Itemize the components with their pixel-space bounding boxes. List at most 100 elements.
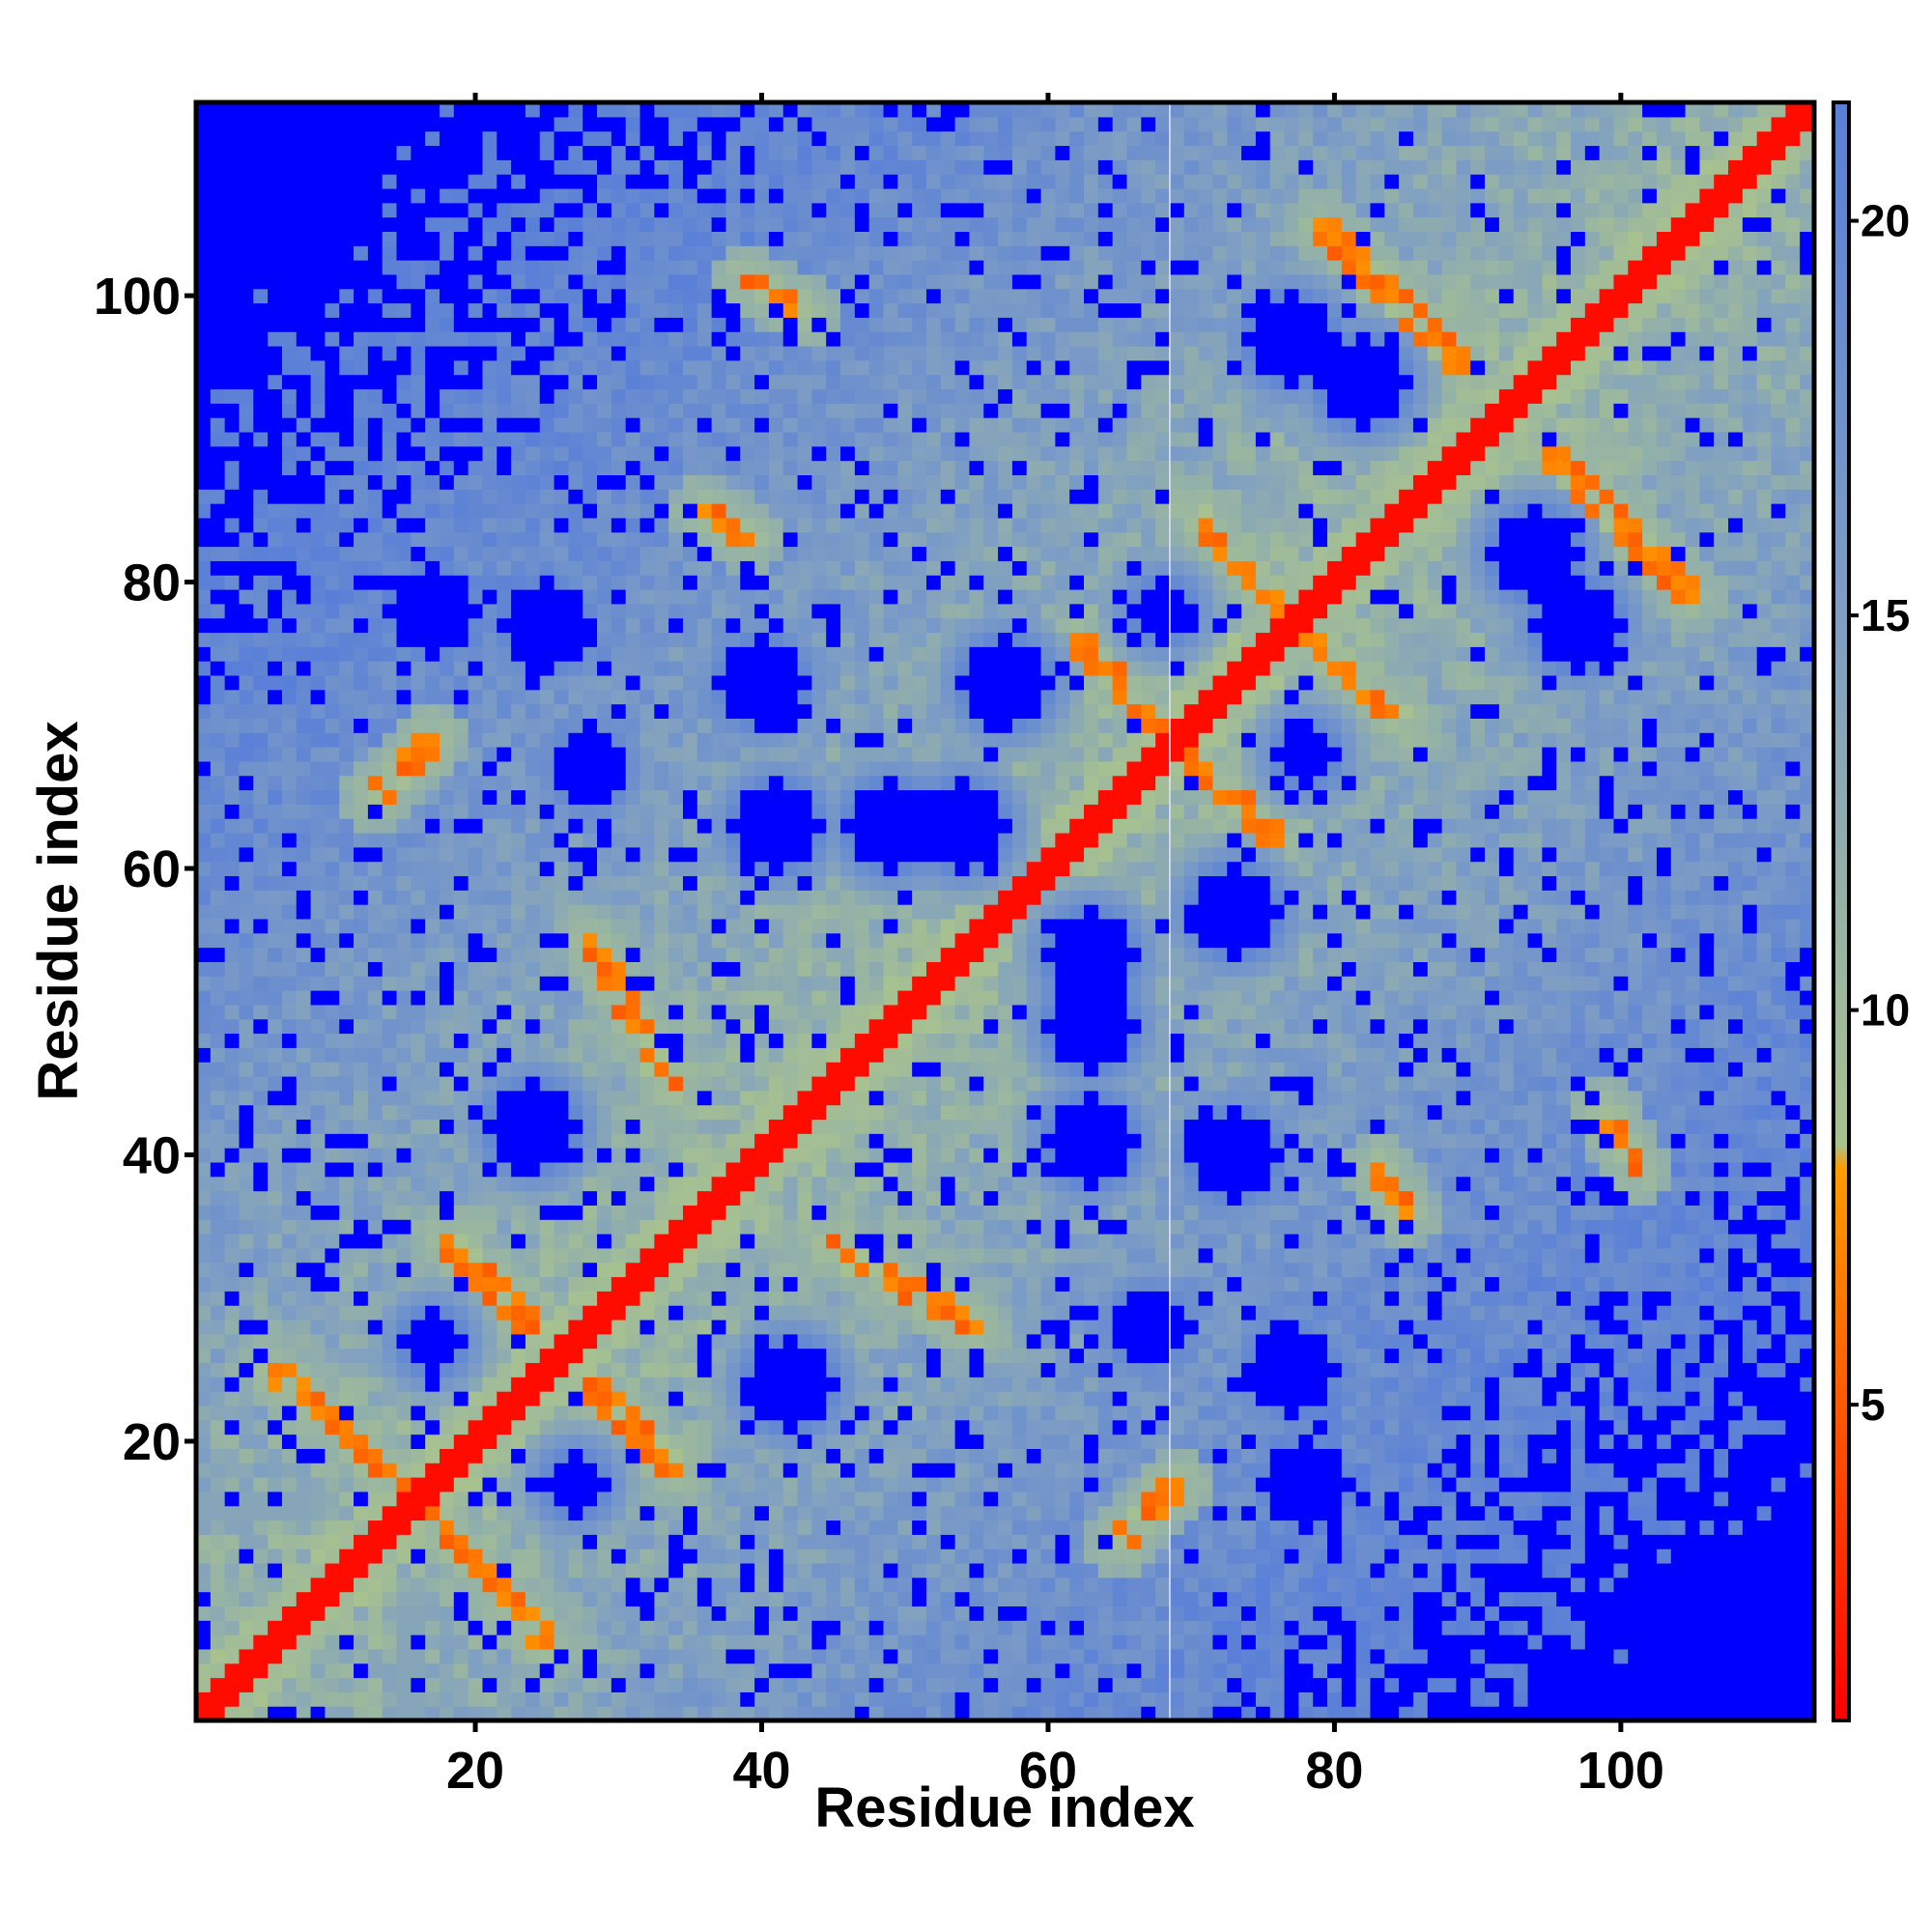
heat-cell — [367, 1405, 384, 1421]
heat-cell — [654, 1706, 669, 1721]
heat-cell — [196, 216, 212, 232]
heat-cell — [296, 130, 312, 147]
heat-cell — [310, 961, 326, 977]
heat-cell — [682, 1634, 698, 1650]
heat-cell — [296, 875, 312, 891]
heat-cell — [582, 718, 598, 733]
heat-cell — [811, 1018, 827, 1035]
heat-cell — [811, 130, 827, 147]
heat-cell — [611, 1491, 627, 1507]
heat-cell — [811, 804, 827, 819]
heat-cell — [497, 1691, 512, 1707]
heat-cell — [782, 460, 799, 475]
heat-cell — [210, 216, 226, 232]
heat-cell — [281, 1534, 298, 1549]
heat-cell — [539, 145, 555, 160]
heat-cell — [811, 861, 827, 877]
heat-cell — [711, 1706, 727, 1721]
heat-cell — [382, 1634, 398, 1650]
heat-cell — [696, 1706, 713, 1721]
heat-cell — [310, 445, 326, 462]
heat-cell — [367, 703, 384, 719]
heat-cell — [682, 1234, 698, 1249]
heat-cell — [582, 388, 598, 404]
heat-cell — [239, 1348, 254, 1364]
heat-cell — [354, 1448, 369, 1463]
heat-cell — [525, 1477, 541, 1492]
heat-cell — [782, 145, 799, 160]
heat-cell — [782, 531, 799, 548]
heat-cell — [425, 1377, 440, 1392]
heat-cell — [696, 1463, 713, 1478]
heat-cell — [625, 1706, 641, 1721]
heat-cell — [268, 646, 283, 662]
heat-cell — [782, 804, 799, 819]
heat-cell — [511, 302, 526, 318]
heat-cell — [210, 1548, 226, 1564]
heat-cell — [239, 1062, 254, 1077]
heat-cell — [740, 130, 755, 147]
heat-cell — [354, 102, 369, 118]
heat-cell — [754, 445, 770, 462]
heat-cell — [468, 1677, 484, 1692]
heat-cell — [754, 260, 770, 275]
heat-cell — [411, 1391, 426, 1406]
heat-cell — [482, 460, 497, 475]
heat-cell — [696, 832, 713, 848]
heat-cell — [224, 1305, 241, 1321]
heat-cell — [682, 503, 698, 519]
heat-cell — [210, 1662, 226, 1679]
heat-cell — [425, 1434, 440, 1449]
heat-cell — [797, 1648, 812, 1664]
heat-cell — [281, 517, 298, 533]
heat-cell — [511, 187, 526, 204]
heat-cell — [525, 875, 541, 891]
heat-cell — [754, 1276, 770, 1292]
heat-cell — [239, 145, 254, 160]
heat-cell — [497, 875, 512, 891]
heat-cell — [468, 603, 484, 619]
heat-cell — [597, 489, 612, 504]
heat-cell — [525, 231, 541, 246]
heat-cell — [210, 1505, 226, 1521]
heat-cell — [497, 1104, 512, 1121]
heat-cell — [625, 374, 641, 390]
heat-cell — [511, 474, 526, 490]
heat-cell — [382, 1291, 398, 1306]
heat-cell — [568, 1090, 583, 1106]
heat-cell — [668, 976, 684, 991]
heat-cell — [582, 1577, 598, 1593]
heat-cell — [754, 747, 770, 762]
heat-cell — [253, 1148, 269, 1163]
heat-cell — [654, 1291, 669, 1306]
heat-cell — [668, 1004, 684, 1020]
heat-cell — [682, 775, 698, 791]
heat-cell — [325, 546, 340, 561]
heat-cell — [411, 374, 426, 390]
heat-cell — [196, 961, 212, 977]
heat-cell — [725, 417, 741, 433]
heat-cell — [539, 890, 555, 905]
heat-cell — [682, 1448, 698, 1463]
heat-cell — [511, 1706, 526, 1721]
heat-cell — [511, 689, 526, 705]
heat-cell — [281, 431, 298, 447]
heat-cell — [725, 1634, 741, 1650]
heat-cell — [511, 1662, 526, 1679]
heat-cell — [711, 1148, 727, 1163]
heat-cell — [268, 1133, 283, 1149]
heat-cell — [224, 1691, 241, 1707]
heat-cell — [439, 1491, 455, 1507]
heat-cell — [396, 832, 412, 848]
heat-cell — [711, 632, 727, 647]
heat-cell — [639, 1605, 655, 1621]
heat-cell — [740, 474, 755, 490]
heat-cell — [411, 1377, 426, 1392]
heat-cell — [682, 961, 698, 977]
heat-cell — [797, 102, 812, 118]
heat-cell — [597, 1234, 612, 1249]
heat-cell — [625, 1634, 641, 1650]
heat-cell — [425, 932, 440, 949]
heat-cell — [281, 503, 298, 519]
heat-cell — [597, 202, 612, 218]
